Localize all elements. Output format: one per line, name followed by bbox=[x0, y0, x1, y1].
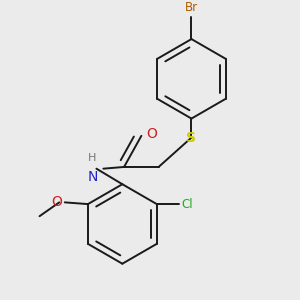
Text: Cl: Cl bbox=[181, 198, 193, 211]
Text: H: H bbox=[88, 154, 96, 164]
Text: N: N bbox=[88, 170, 98, 184]
Text: O: O bbox=[51, 195, 62, 209]
Text: Br: Br bbox=[185, 1, 198, 14]
Text: S: S bbox=[187, 130, 196, 145]
Text: O: O bbox=[146, 127, 158, 141]
